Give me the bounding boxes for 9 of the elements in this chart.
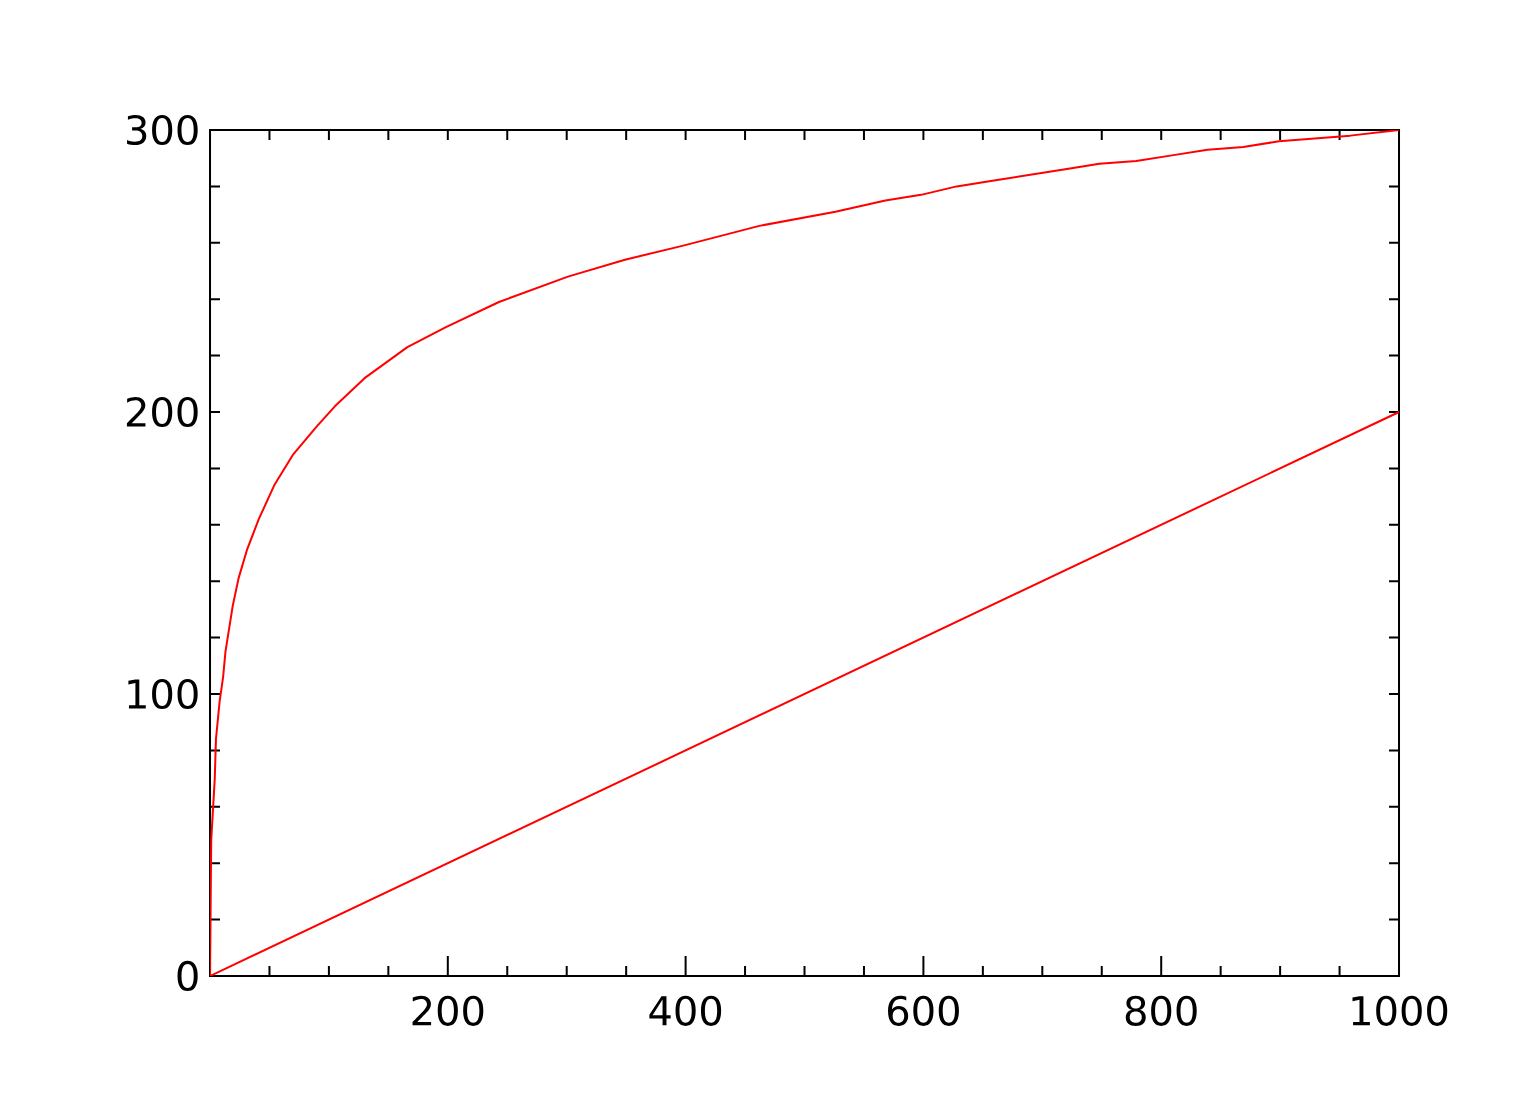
y-tick-label: 100 [128, 678, 198, 710]
x-tick-label: 200 [412, 995, 484, 1026]
x-tick-label: 1000 [1352, 995, 1448, 1026]
x-tick-label: 400 [649, 995, 722, 1026]
x-tick-label: 600 [888, 995, 959, 1026]
y-tick-label: 200 [126, 396, 198, 428]
y-tick-label: 300 [127, 114, 198, 146]
x-tick-label: 800 [1125, 995, 1197, 1026]
y-tick-label: 0 [177, 960, 198, 992]
